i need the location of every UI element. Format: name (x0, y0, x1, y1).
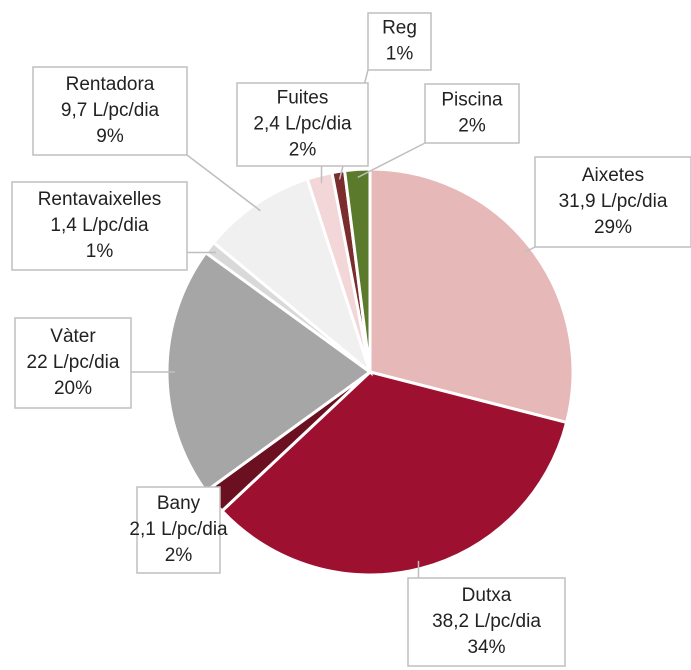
label-text: 29% (594, 217, 632, 238)
label-text: 38,2 L/pc/dia (432, 611, 541, 632)
label-text: Rentavaixelles (38, 189, 162, 210)
slice (342, 167, 372, 373)
label-box (407, 577, 566, 667)
data-label: Aixetes 31,9 L/pc/dia 29% (534, 156, 691, 248)
data-label: Reg 1% (367, 12, 432, 71)
label-text: 22 L/pc/dia (27, 352, 120, 373)
slices (165, 167, 575, 577)
slice (368, 167, 575, 425)
label-text: 1% (86, 241, 114, 262)
callout-line (523, 246, 536, 254)
label-box (14, 317, 132, 409)
label-text: Aixetes (582, 165, 644, 186)
slice (211, 177, 374, 377)
label-text: Vàter (50, 326, 96, 347)
data-label: Piscina 2% (424, 83, 520, 144)
label-text: 34% (467, 637, 505, 658)
slice (219, 370, 569, 577)
data-label: Bany 2,1 L/pc/dia 2% (129, 486, 228, 574)
data-label: Fuites 2,4 L/pc/dia 2% (236, 82, 369, 167)
label-text: 1% (386, 44, 414, 65)
label-box (236, 82, 369, 167)
label-text: 1,4 L/pc/dia (50, 215, 149, 236)
label-box (136, 486, 221, 574)
label-box (367, 12, 432, 71)
data-label: Dutxa 38,2 L/pc/dia 34% (407, 577, 566, 667)
label-box (424, 83, 520, 144)
callout-line (357, 142, 426, 179)
label-text: Fuites (277, 88, 329, 109)
label-text: Bany (157, 493, 201, 514)
data-label: Vàter 22 L/pc/dia 20% (14, 317, 132, 409)
label-text: 2,1 L/pc/dia (129, 519, 228, 540)
label-box (11, 181, 188, 271)
label-text: 20% (54, 378, 92, 399)
label-text: 2,4 L/pc/dia (253, 114, 352, 135)
label-text: Dutxa (462, 585, 512, 606)
label-text: 2% (289, 140, 317, 161)
label-text: 2% (458, 116, 486, 137)
data-label: Rentavaixelles 1,4 L/pc/dia 1% (11, 181, 188, 271)
label-text: Reg (382, 18, 417, 39)
label-text: 31,9 L/pc/dia (559, 191, 668, 212)
data-label: Rentadora 9,7 L/pc/dia 9% (32, 66, 188, 156)
label-text: Rentadora (66, 74, 155, 95)
label-text: 9,7 L/pc/dia (61, 100, 160, 121)
label-text: 9% (96, 126, 124, 147)
label-text: Piscina (441, 90, 503, 111)
label-box (534, 156, 691, 248)
callout-line (186, 154, 261, 212)
label-text: 2% (165, 545, 193, 566)
label-box (32, 66, 188, 156)
